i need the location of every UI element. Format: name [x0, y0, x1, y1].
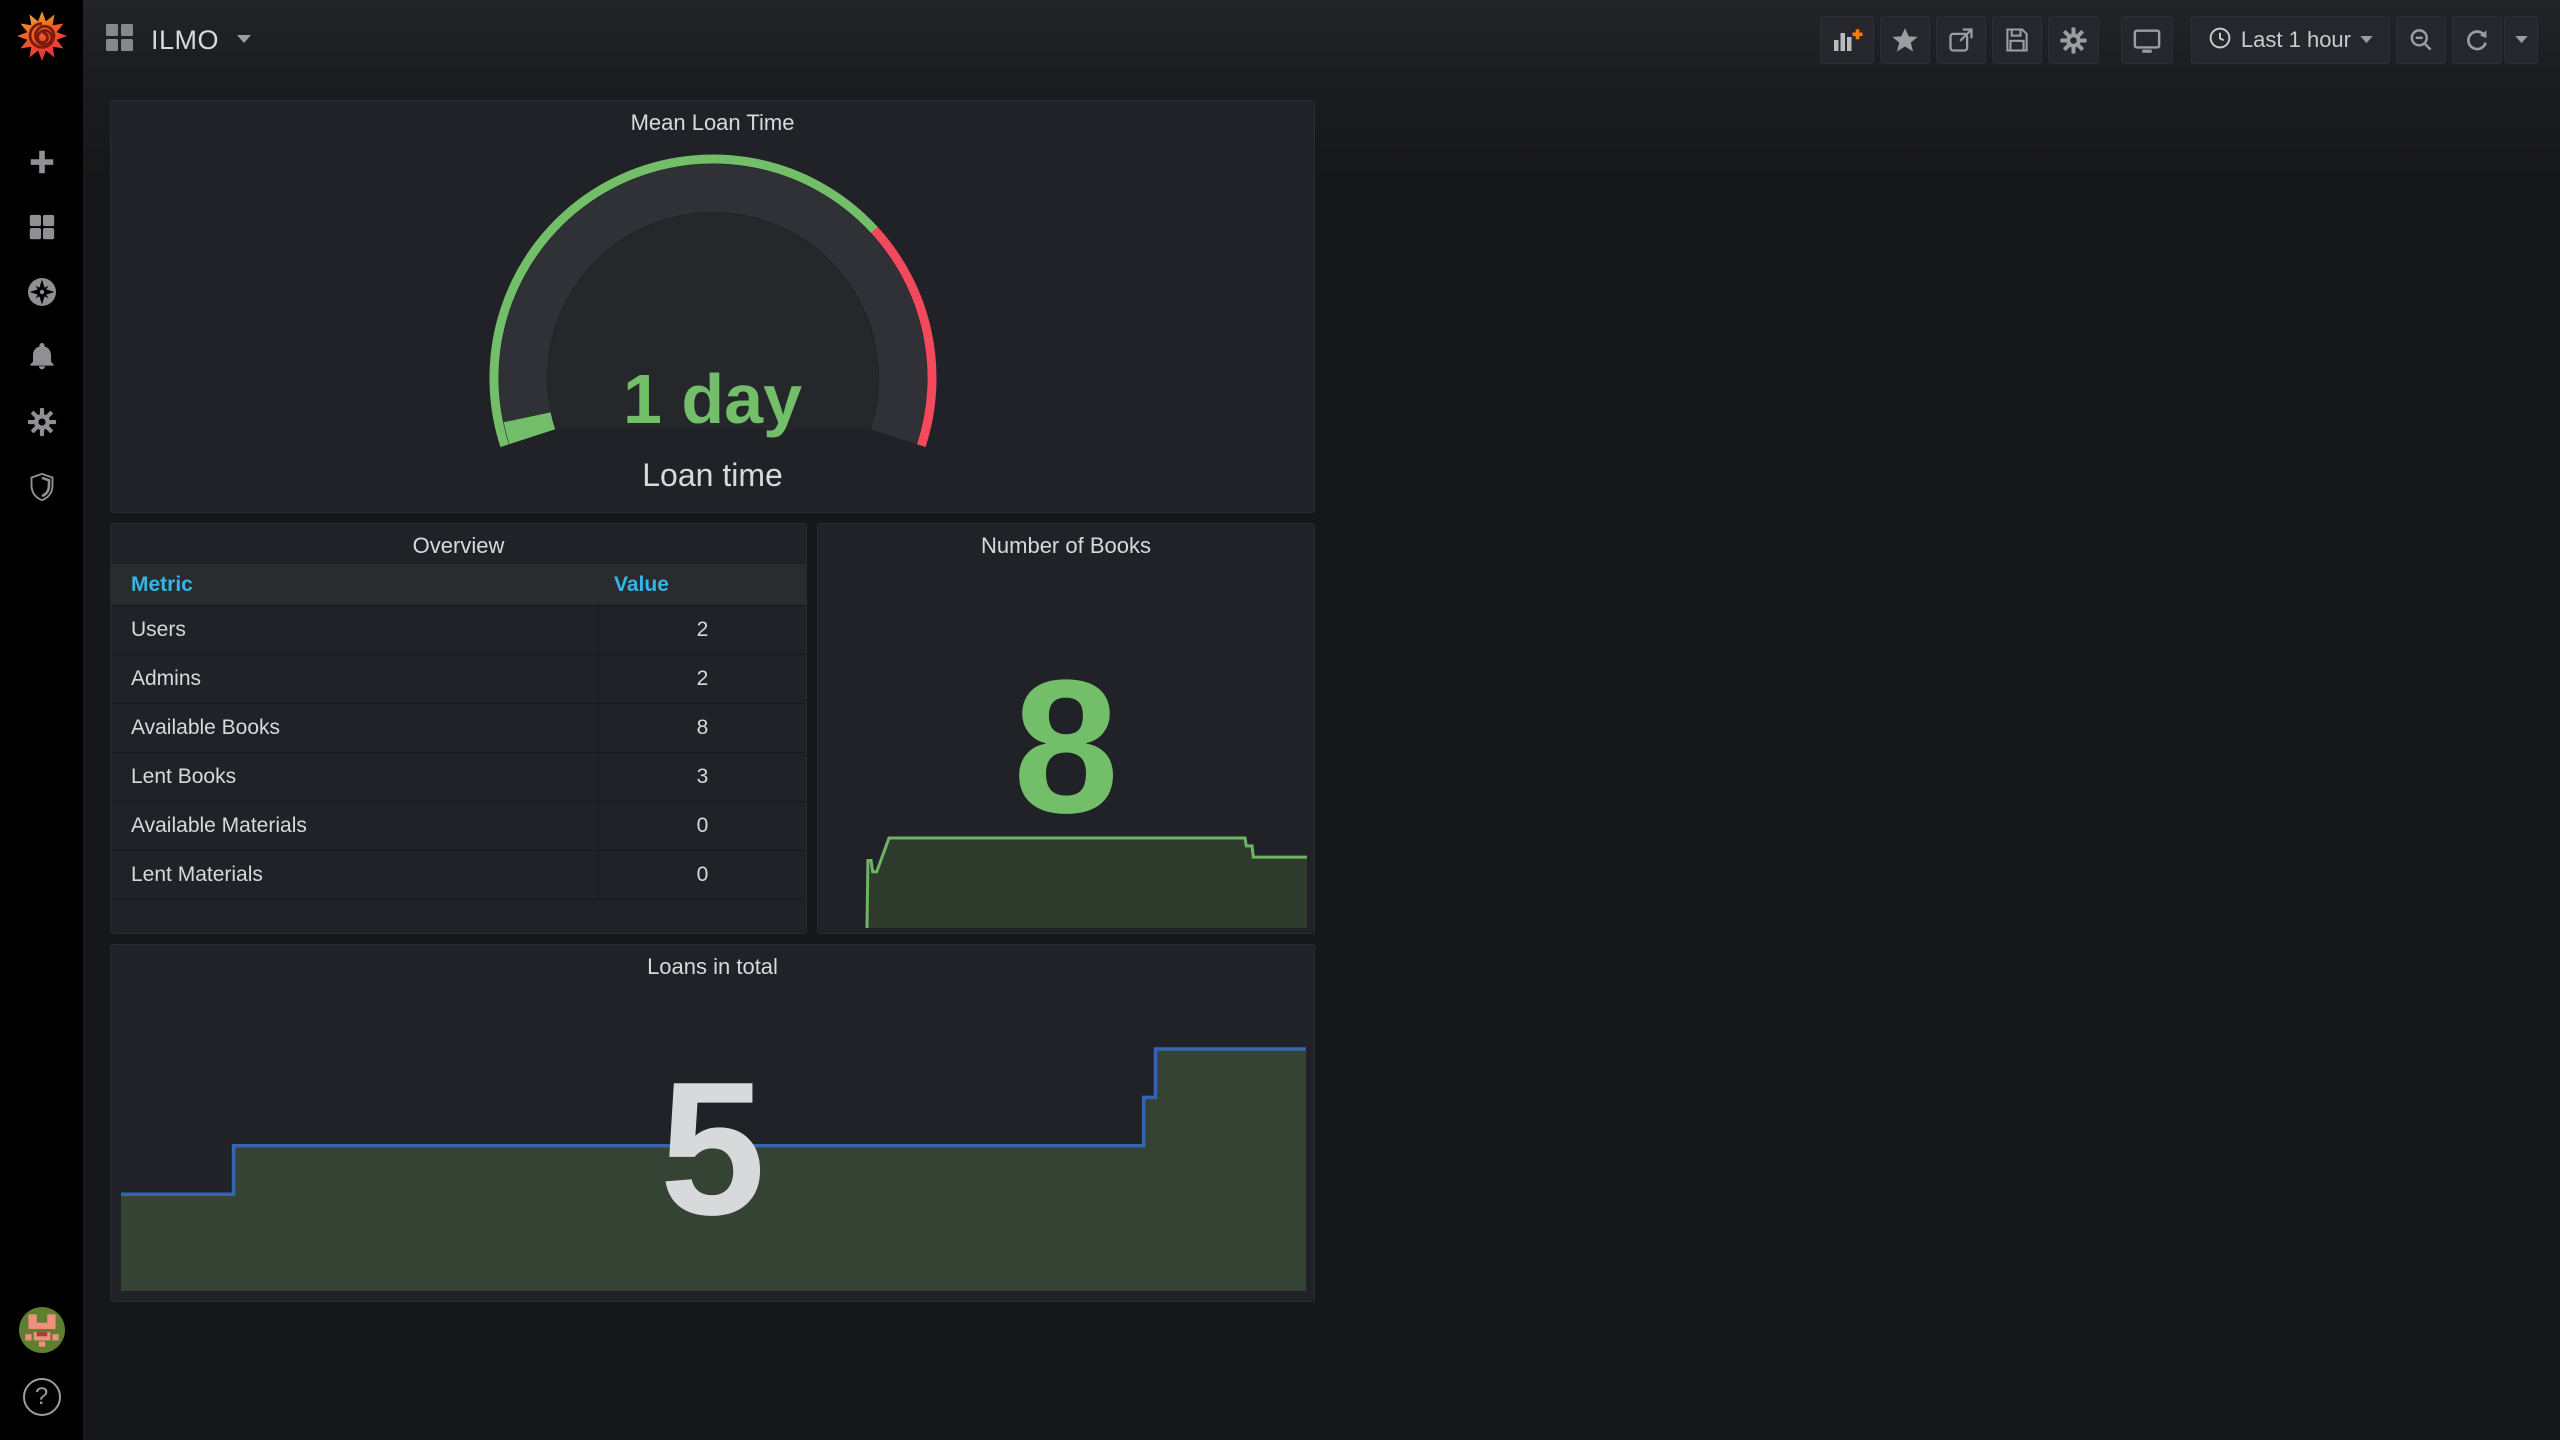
sidebar-item-configuration[interactable]: [25, 407, 59, 441]
refresh-interval-dropdown[interactable]: [2504, 16, 2538, 64]
question-mark: ?: [34, 1383, 49, 1410]
sidebar-item-create[interactable]: [25, 147, 59, 181]
plus-accent: [1852, 29, 1863, 40]
bell-icon: [27, 342, 57, 377]
panel-title[interactable]: Number of Books: [981, 533, 1151, 558]
panel-loans-in-total: Loans in total 5: [110, 944, 1315, 1302]
column-header-value[interactable]: Value: [614, 572, 669, 596]
loan-time-gauge: [489, 154, 937, 448]
time-range-picker[interactable]: Last 1 hour: [2190, 16, 2390, 64]
table-header-row: Metric Value: [111, 564, 806, 606]
compass-icon: [26, 276, 58, 313]
dashboard-dropdown-caret-icon[interactable]: [237, 31, 252, 49]
books-value: 8: [1013, 641, 1119, 853]
books-sparkline: [865, 836, 1307, 929]
metric-cell: Users: [131, 618, 186, 641]
metric-cell: Available Materials: [131, 814, 307, 837]
metric-cell: Admins: [131, 667, 202, 690]
value-cell: 3: [598, 753, 806, 801]
plus-icon: [27, 147, 57, 182]
user-avatar[interactable]: [18, 1307, 65, 1358]
loans-value: 5: [659, 1043, 766, 1255]
star-button[interactable]: [1879, 16, 1930, 64]
cycle-view-button[interactable]: [2120, 16, 2173, 64]
panel-number-of-books: Number of Books 8: [817, 523, 1315, 934]
side-menu: ?: [0, 0, 83, 1440]
sidebar-item-alerting[interactable]: [25, 342, 59, 376]
value-cell: 0: [598, 851, 806, 899]
sidebar-item-explore[interactable]: [25, 277, 59, 311]
grafana-logo[interactable]: [0, 10, 83, 62]
dashboard-grid-icon: [106, 24, 133, 56]
table-row: Lent Materials 0: [111, 851, 806, 900]
panel-title[interactable]: Mean Loan Time: [630, 110, 795, 135]
value-cell: 0: [598, 802, 806, 850]
dashboard-title[interactable]: ILMO: [151, 24, 220, 55]
table-row: Admins 2: [111, 655, 806, 704]
table-row: Users 2: [111, 606, 806, 655]
value-cell: 2: [598, 655, 806, 703]
help-button[interactable]: ?: [22, 1378, 61, 1416]
clock-icon: [2208, 26, 2232, 55]
metric-cell: Lent Books: [131, 765, 237, 788]
value-cell: 2: [598, 606, 806, 654]
zoom-out-button[interactable]: [2396, 16, 2446, 64]
panel-title[interactable]: Overview: [412, 533, 505, 558]
panel-title[interactable]: Loans in total: [647, 954, 778, 979]
metric-cell: Available Books: [131, 716, 281, 739]
four-squares-icon: [27, 212, 57, 247]
share-button[interactable]: [1935, 16, 1986, 64]
table-row: Available Materials 0: [111, 802, 806, 851]
value-cell: 8: [598, 704, 806, 752]
time-range-label: Last 1 hour: [2240, 27, 2351, 52]
loans-sparkline: [121, 1047, 1306, 1291]
overview-table-body: Users 2 Admins 2 Available Books 8 Lent Books 3…: [111, 606, 806, 900]
column-header-metric[interactable]: Metric: [131, 572, 193, 596]
metric-cell: Lent Materials: [131, 863, 263, 886]
add-panel-button[interactable]: [1819, 16, 1874, 64]
gauge-label: Loan time: [642, 457, 783, 493]
panel-mean-loan-time: Mean Loan Time 1 day Loan time: [110, 100, 1315, 513]
shield-icon: [28, 472, 56, 507]
save-button[interactable]: [1991, 16, 2042, 64]
gauge-value: 1 day: [623, 360, 802, 438]
gear-icon: [27, 407, 57, 442]
refresh-button[interactable]: [2452, 16, 2502, 64]
table-row: Lent Books 3: [111, 753, 806, 802]
sidebar-item-server-admin[interactable]: [25, 472, 59, 506]
dashboard-settings-button[interactable]: [2047, 16, 2099, 64]
table-row: Available Books 8: [111, 704, 806, 753]
sidebar-item-dashboards[interactable]: [25, 212, 59, 246]
panel-overview: Overview Metric Value Users 2 Admins 2 Avail…: [110, 523, 807, 934]
time-caret-icon: [2360, 31, 2373, 49]
overview-table: Metric Value Users 2 Admins 2 Available Book…: [111, 564, 806, 900]
